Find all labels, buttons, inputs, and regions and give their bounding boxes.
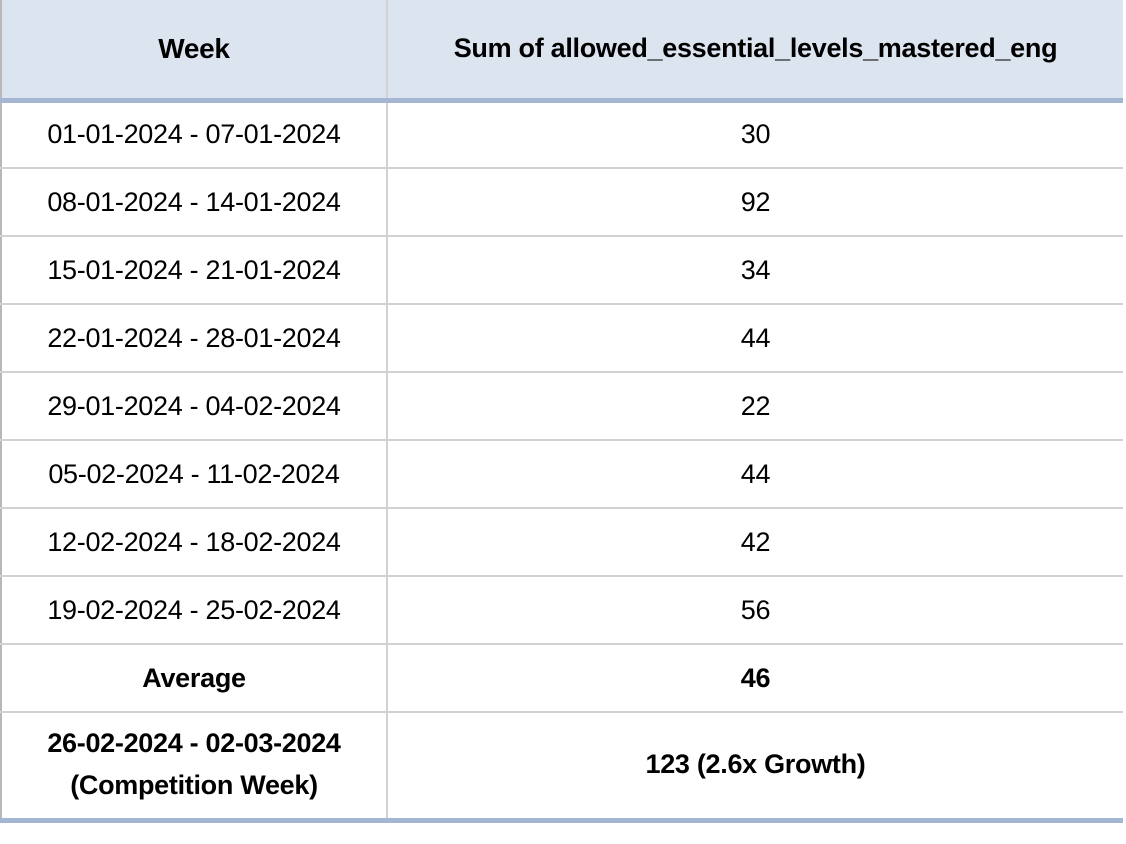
- week-cell: 19-02-2024 - 25-02-2024: [1, 575, 388, 644]
- week-cell: 26-02-2024 - 02-03-2024 (Competition Week…: [1, 711, 388, 823]
- week-cell-line: Average: [142, 662, 246, 693]
- table-row: 22-01-2024 - 28-01-2024 44: [1, 303, 1123, 372]
- week-cell-line: 22-01-2024 - 28-01-2024: [47, 322, 341, 353]
- table-row: 15-01-2024 - 21-01-2024 34: [1, 235, 1123, 304]
- week-cell: 12-02-2024 - 18-02-2024: [1, 507, 388, 576]
- week-cell: Average: [1, 643, 388, 712]
- week-cell-line: (Competition Week): [70, 770, 318, 801]
- value-cell: 22: [387, 371, 1123, 440]
- value-cell: 56: [387, 575, 1123, 644]
- week-cell-line: 12-02-2024 - 18-02-2024: [47, 526, 341, 557]
- header-row: Week Sum of allowed_essential_levels_mas…: [1, 0, 1123, 103]
- value-cell: 92: [387, 167, 1123, 236]
- table-row: 26-02-2024 - 02-03-2024 (Competition Week…: [1, 711, 1123, 823]
- column-header-sum: Sum of allowed_essential_levels_mastered…: [387, 0, 1123, 103]
- value-cell: 46: [387, 643, 1123, 712]
- week-cell-line: 15-01-2024 - 21-01-2024: [47, 254, 341, 285]
- table-row: Average 46: [1, 643, 1123, 712]
- value-cell: 34: [387, 235, 1123, 304]
- value-cell: 123 (2.6x Growth): [387, 711, 1123, 823]
- week-cell-line: 01-01-2024 - 07-01-2024: [47, 119, 341, 150]
- value-cell: 42: [387, 507, 1123, 576]
- table-row: 29-01-2024 - 04-02-2024 22: [1, 371, 1123, 440]
- week-cell-line: 26-02-2024 - 02-03-2024: [47, 728, 341, 759]
- weekly-summary-table: Week Sum of allowed_essential_levels_mas…: [0, 0, 1123, 823]
- week-cell: 22-01-2024 - 28-01-2024: [1, 303, 388, 372]
- table-row: 01-01-2024 - 07-01-2024 30: [1, 100, 1123, 168]
- column-header-week: Week: [1, 0, 388, 103]
- table-header: Week Sum of allowed_essential_levels_mas…: [1, 0, 1123, 103]
- value-cell: 44: [387, 439, 1123, 508]
- week-cell-line: 29-01-2024 - 04-02-2024: [47, 390, 341, 421]
- table-row: 19-02-2024 - 25-02-2024 56: [1, 575, 1123, 644]
- table-row: 08-01-2024 - 14-01-2024 92: [1, 167, 1123, 236]
- week-cell: 15-01-2024 - 21-01-2024: [1, 235, 388, 304]
- week-cell: 01-01-2024 - 07-01-2024: [1, 100, 388, 168]
- week-cell: 05-02-2024 - 11-02-2024: [1, 439, 388, 508]
- week-cell-line: 19-02-2024 - 25-02-2024: [47, 594, 341, 625]
- week-cell-line: 08-01-2024 - 14-01-2024: [47, 186, 341, 217]
- week-cell: 29-01-2024 - 04-02-2024: [1, 371, 388, 440]
- value-cell: 44: [387, 303, 1123, 372]
- table-body: 01-01-2024 - 07-01-2024 30 08-01-2024 - 14…: [1, 100, 1123, 823]
- value-cell: 30: [387, 100, 1123, 168]
- table-row: 12-02-2024 - 18-02-2024 42: [1, 507, 1123, 576]
- table-row: 05-02-2024 - 11-02-2024 44: [1, 439, 1123, 508]
- week-cell: 08-01-2024 - 14-01-2024: [1, 167, 388, 236]
- week-cell-line: 05-02-2024 - 11-02-2024: [48, 458, 340, 489]
